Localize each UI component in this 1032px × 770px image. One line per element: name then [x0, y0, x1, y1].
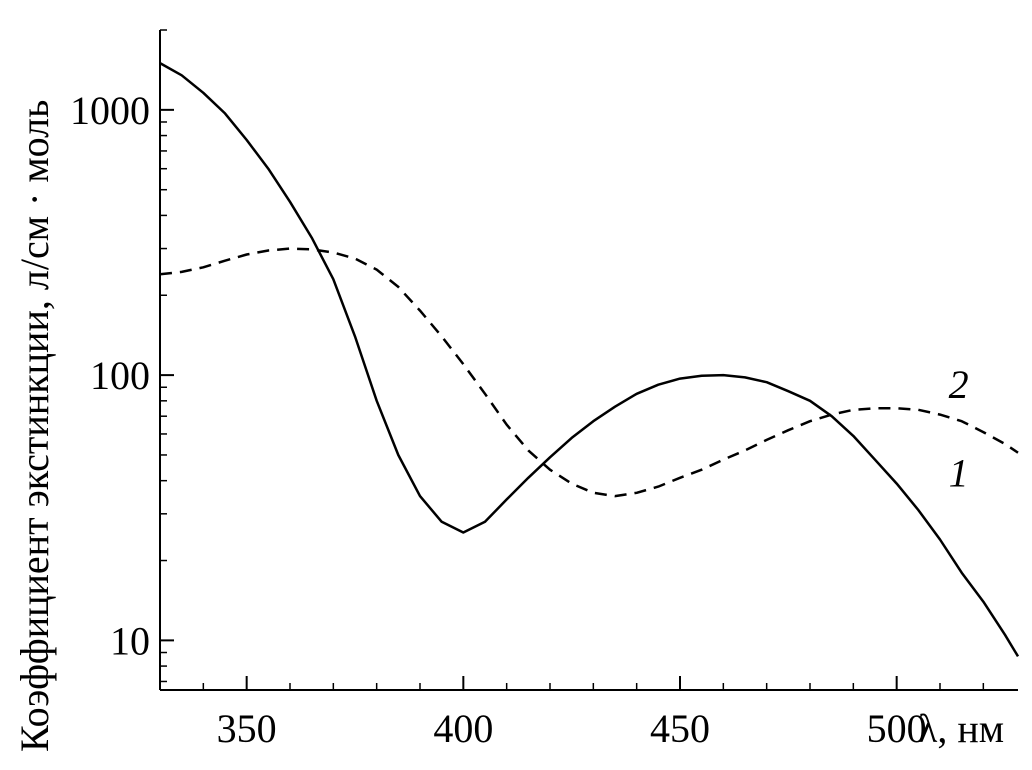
series-line-1	[159, 62, 1020, 658]
y-tick-label: 100	[90, 353, 150, 398]
series-labels: 12	[949, 362, 969, 496]
x-tick-label: 450	[650, 706, 710, 751]
x-tick-label: 400	[433, 706, 493, 751]
y-tick-label: 1000	[70, 88, 150, 133]
series-label-2: 2	[949, 362, 969, 407]
series-line-2	[159, 247, 1019, 498]
y-axis-label: Коэффициент экстинкции, л/см · моль	[12, 100, 57, 752]
series-lines	[159, 62, 1020, 658]
series-label-1: 1	[949, 451, 969, 496]
y-tick-label: 10	[110, 618, 150, 663]
x-tick-label: 350	[217, 706, 277, 751]
x-axis-label: λ, нм	[918, 706, 1004, 751]
tick-labels: 350 400 450 500 10 100 1000	[70, 88, 927, 751]
x-tick-label: 500	[867, 706, 927, 751]
axes	[159, 30, 1018, 691]
ticks	[160, 29, 985, 690]
